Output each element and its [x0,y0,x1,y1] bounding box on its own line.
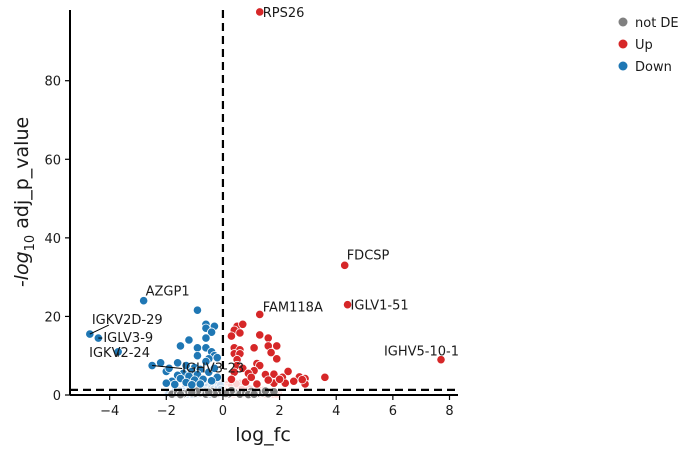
point-up [297,375,307,385]
point-up [289,376,299,386]
point-down [181,360,191,371]
y-tick-label: 80 [44,75,61,90]
gene-label: IGLV3-9 [103,331,153,346]
legend: not DE Up Down [618,16,679,75]
point-down [201,357,211,367]
x-tick-label: 8 [445,404,453,419]
point-up [249,343,259,353]
gene-label: IGHV5-10-1 [384,345,459,360]
point-up [255,7,265,17]
x-tick-label: 6 [389,404,397,419]
point-up [263,375,273,385]
point-up [272,354,282,364]
x-tick-label: −4 [100,404,119,419]
y-axis-title-subscript: 10 [23,235,38,252]
point-up [255,309,265,320]
point-down [164,363,174,373]
point-up [226,374,237,384]
point-down [209,363,220,373]
point-up [272,341,282,351]
points-layer [85,7,446,400]
x-tick-label: 4 [332,404,340,419]
point-up [246,372,256,382]
point-down [156,358,166,368]
x-tick-label: 0 [219,404,227,419]
gene-label: FAM118A [263,300,323,315]
point-up [320,372,330,382]
gene-label: IGKV2-24 [89,346,150,361]
point-down [192,305,203,315]
point-down [187,380,197,390]
point-down [192,351,203,361]
label-leader-line [89,324,110,335]
point-up [266,347,276,358]
gene-label: IGKV2D-29 [92,313,163,328]
y-axis-title: -log10 adj_p_value [11,117,38,287]
point-down [201,333,211,343]
legend-swatch-down [618,61,628,71]
point-down [161,378,171,388]
point-up [340,260,350,270]
point-up [226,331,237,341]
y-axis-title-suffix: adj_p_value [11,117,33,235]
gene-label: AZGP1 [146,285,190,300]
gene-label: RPS26 [263,6,305,21]
point-up [255,360,265,371]
point-down [173,358,183,368]
point-up [263,333,273,343]
y-tick-label: 40 [44,232,61,247]
y-tick-label: 60 [44,153,61,168]
gene-label: IGHV3-23 [182,362,244,377]
point-up [436,355,446,365]
point-down [175,341,186,351]
point-up [274,374,285,384]
gene-label: IGLV1-51 [351,299,409,314]
point-up [283,366,293,377]
point-up [255,330,265,340]
x-axis-title: log_fc [235,424,291,446]
point-down [207,327,217,337]
point-up [342,300,353,310]
point-down [207,376,217,386]
point-up [238,319,248,329]
point-down [192,343,203,353]
y-axis-title-prefix: -log [11,251,33,287]
y-tick-label: 0 [53,389,61,404]
legend-swatch-not-de [618,17,628,27]
point-up [252,379,262,389]
legend-label-down: Down [635,60,672,75]
point-up [235,328,245,338]
point-down [170,379,180,389]
point-down [184,335,194,345]
x-tick-label: −2 [157,404,176,419]
gene-label: FDCSP [347,248,390,263]
legend-label-up: Up [635,38,653,53]
point-up [269,369,279,379]
y-tick-label: 20 [44,310,61,325]
point-down [139,296,149,306]
point-labels: RPS26 FDCSP IGLV1-51 IGHV5-10-1 FAM118A AZGP1… [89,6,459,377]
point-down [195,379,205,389]
legend-swatch-up [618,39,628,49]
x-tick-label: 2 [275,404,283,419]
point-up [238,363,248,373]
label-leader-line [152,365,183,370]
legend-label-not-de: not DE [635,16,679,31]
